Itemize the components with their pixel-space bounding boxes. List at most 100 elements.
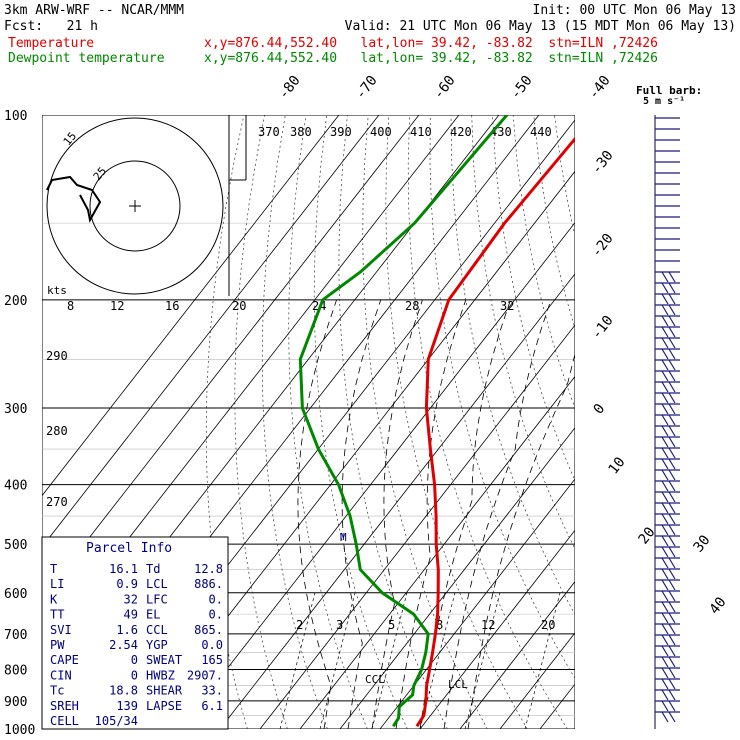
wind-barb-feather xyxy=(661,623,669,635)
dry-adiabat xyxy=(261,115,328,729)
wind-barb-feather xyxy=(661,711,669,723)
pressure-label-1000: 1000 xyxy=(4,723,35,738)
parcel-value: 6.1 xyxy=(201,699,223,713)
parcel-label: EL xyxy=(146,608,160,622)
wind-barb-feather xyxy=(661,645,669,657)
dry-adiabat xyxy=(533,115,575,330)
parcel-value: 0.9 xyxy=(116,577,138,591)
wind-barb-feather xyxy=(661,667,669,679)
dry-adiabat xyxy=(471,115,575,550)
isotherm xyxy=(179,221,575,729)
wind-barb-title: Full barb: xyxy=(636,84,702,97)
wind-barb-feather xyxy=(661,601,669,613)
left-axis-label: 270 xyxy=(46,495,68,509)
hodograph-unit: kts xyxy=(47,284,67,297)
isotherm xyxy=(419,529,575,729)
wind-barb-feather xyxy=(661,678,669,690)
dry-adiabat xyxy=(450,115,575,616)
isotherm-label: 30 xyxy=(691,532,714,555)
mixing-ratio-label: 3 xyxy=(336,618,343,632)
mixing-ratio-line xyxy=(279,592,316,729)
dry-adiabat xyxy=(313,115,408,729)
isotherm xyxy=(539,683,575,729)
dry-adiabat xyxy=(385,115,528,729)
wind-barb-feather xyxy=(668,502,676,514)
wind-barb-feather xyxy=(661,326,669,338)
wind-barb-feather xyxy=(661,403,669,415)
wind-barb-feather xyxy=(668,392,676,404)
parcel-label: CAPE xyxy=(50,653,79,667)
wind-barb-feather xyxy=(668,458,676,470)
wind-barb-feather xyxy=(668,634,676,646)
wind-barb-feather xyxy=(668,645,676,657)
wind-barb-feather xyxy=(668,546,676,558)
isotherm xyxy=(259,324,575,729)
model-title: 3km ARW-WRF -- NCAR/MMM xyxy=(4,3,185,18)
wind-barb-feather xyxy=(661,293,669,305)
wind-barb-feather xyxy=(668,689,676,701)
parcel-value: 0 xyxy=(131,668,138,682)
wind-barb-feather xyxy=(668,293,676,305)
isotherm-label: -80 xyxy=(276,73,304,103)
isotherm-label: 40 xyxy=(707,594,730,617)
dewpoint-trace xyxy=(298,115,509,728)
wind-barb-feather xyxy=(661,436,669,448)
parcel-value: 12.8 xyxy=(194,562,223,576)
wind-barb-feather xyxy=(661,568,669,580)
pressure-label-500: 500 xyxy=(4,538,27,553)
temperature-legend-info: x,y=876.44,552.40 lat,lon= 39.42, -83.82… xyxy=(204,36,658,51)
valid-time: Valid: 21 UTC Mon 06 May 13 (15 MDT Mon … xyxy=(344,19,736,34)
parcel-label: SREH xyxy=(50,699,79,713)
wind-barb-feather xyxy=(661,546,669,558)
forecast-hour: Fcst: 21 h xyxy=(4,19,98,34)
dry-adiabat xyxy=(492,115,575,482)
wind-barb-feather xyxy=(668,623,676,635)
parcel-label: Td xyxy=(146,562,160,576)
parcel-label: LFC xyxy=(146,592,168,606)
wind-barb-feather xyxy=(668,370,676,382)
isotherm-label: -60 xyxy=(431,73,459,103)
wind-barb-feather xyxy=(661,700,669,712)
wind-barb-feather xyxy=(668,447,676,459)
wind-barb-feather xyxy=(668,282,676,294)
parcel-label: K xyxy=(50,592,58,606)
parcel-value: 2.54 xyxy=(109,638,138,652)
isotherm-label: -10 xyxy=(589,313,617,343)
left-axis-label: 290 xyxy=(46,349,68,363)
isotherm-label: 10 xyxy=(606,454,629,477)
hodograph-scale-label: 20 xyxy=(232,299,246,313)
wind-barb-feather xyxy=(668,667,676,679)
parcel-label: SWEAT xyxy=(146,653,182,667)
wind-barb-feather xyxy=(661,480,669,492)
dry-adiabat xyxy=(574,115,575,116)
lcl-annotation: LCL xyxy=(448,678,468,691)
dewpoint-legend-info: x,y=876.44,552.40 lat,lon= 39.42, -83.82… xyxy=(204,51,658,66)
dry-adiabat xyxy=(288,115,368,729)
wind-barb-feather xyxy=(668,436,676,448)
theta-label: 390 xyxy=(330,125,352,139)
ccl-annotation: CCL xyxy=(365,673,385,686)
wind-barb-feather xyxy=(661,425,669,437)
wind-barb-feather xyxy=(661,612,669,624)
hodograph-scale-label: 8 xyxy=(67,299,74,313)
parcel-label: PW xyxy=(50,638,65,652)
moist-adiabat xyxy=(467,353,575,729)
wind-barb-feather xyxy=(661,634,669,646)
parcel-label: YGP xyxy=(146,638,168,652)
wind-barb-feather xyxy=(668,535,676,547)
wind-barb-feather xyxy=(661,579,669,591)
parcel-label: SHEAR xyxy=(146,684,183,698)
wind-barb-feather xyxy=(668,480,676,492)
parcel-value: 1.6 xyxy=(116,623,138,637)
dry-adiabat xyxy=(679,115,740,729)
isotherm xyxy=(499,632,575,729)
mixing-ratio-label: 5 xyxy=(388,618,395,632)
wind-barb-feather xyxy=(661,370,669,382)
hodograph-scale-label: 32 xyxy=(500,299,514,313)
parcel-label: CCL xyxy=(146,623,168,637)
isotherm xyxy=(219,273,575,729)
wind-barb-feather xyxy=(661,469,669,481)
wind-barb-feather xyxy=(668,579,676,591)
wind-barb-feather xyxy=(668,348,676,360)
